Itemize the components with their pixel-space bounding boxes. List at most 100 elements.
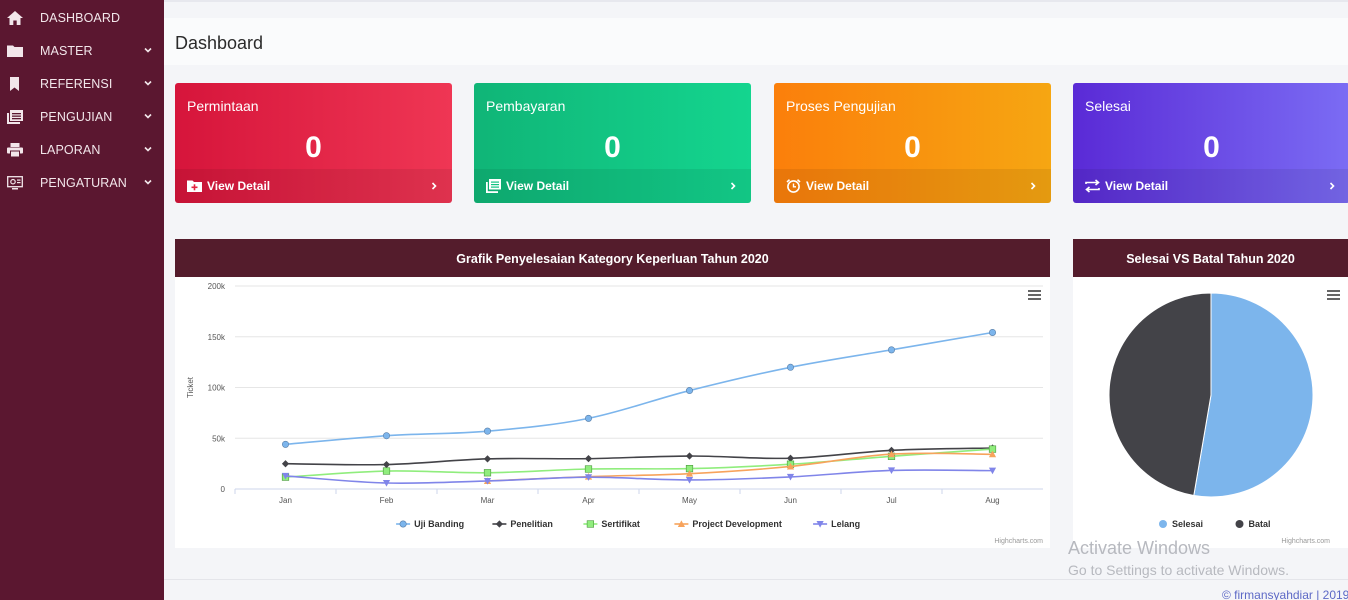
legend-label[interactable]: Uji Banding bbox=[414, 519, 464, 529]
card-view-detail-link[interactable]: View Detail bbox=[1073, 169, 1348, 203]
card-link-label[interactable]: View Detail bbox=[806, 179, 870, 193]
legend-marker[interactable] bbox=[586, 520, 595, 528]
data-point-uji-banding[interactable] bbox=[887, 346, 895, 354]
legend-label[interactable]: Batal bbox=[1249, 519, 1271, 529]
legend-label[interactable]: Lelang bbox=[831, 519, 860, 529]
x-tick-label: Aug bbox=[985, 496, 999, 505]
y-tick-label: 50k bbox=[212, 434, 226, 443]
series-line-sertifikat[interactable] bbox=[285, 448, 993, 478]
data-point-lelang[interactable] bbox=[483, 477, 492, 485]
legend-label[interactable]: Project Development bbox=[692, 519, 782, 529]
data-point-penelitian[interactable] bbox=[281, 460, 290, 468]
legend-item-uji-banding[interactable]: Uji Banding bbox=[396, 519, 464, 529]
data-point-uji-banding[interactable] bbox=[483, 427, 491, 435]
page-header: Dashboard bbox=[164, 18, 1348, 65]
data-point-lelang[interactable] bbox=[382, 480, 391, 487]
data-point-project-development[interactable] bbox=[786, 462, 795, 470]
sidebar-item-label: DASHBOARD bbox=[40, 10, 121, 25]
legend-item-selesai[interactable]: Selesai bbox=[1159, 519, 1203, 529]
series-lelang bbox=[281, 467, 997, 487]
data-point-penelitian[interactable] bbox=[887, 446, 896, 454]
data-point-uji-banding[interactable] bbox=[282, 440, 290, 448]
chart-menu-icon[interactable] bbox=[1028, 290, 1041, 300]
legend-item-project-development[interactable]: Project Development bbox=[674, 519, 782, 529]
data-point-lelang[interactable] bbox=[786, 473, 795, 481]
chart-credits[interactable]: Highcharts.com bbox=[1281, 538, 1330, 545]
legend-item-batal[interactable]: Batal bbox=[1235, 519, 1271, 529]
chevron-down-icon[interactable] bbox=[144, 79, 152, 87]
sidebar-item-referensi[interactable]: REFERENSI bbox=[0, 67, 164, 100]
data-point-uji-banding[interactable] bbox=[786, 363, 794, 371]
data-point-lelang[interactable] bbox=[584, 474, 593, 481]
documents-icon bbox=[486, 179, 501, 193]
footer-copyright[interactable]: © firmansyahdiar | 2019 bbox=[1222, 588, 1348, 600]
sidebar-item-pengujian[interactable]: PENGUJIAN bbox=[0, 100, 164, 133]
y-tick-label: 0 bbox=[221, 485, 226, 494]
legend-marker[interactable] bbox=[495, 520, 503, 528]
data-point-uji-banding[interactable] bbox=[685, 387, 693, 395]
data-point-uji-banding[interactable] bbox=[383, 432, 391, 440]
sidebar-item-pengaturan[interactable]: PENGATURAN bbox=[0, 166, 164, 199]
chevron-right-icon bbox=[1329, 182, 1335, 190]
data-point-project-development[interactable] bbox=[685, 470, 694, 477]
sidebar-item-dashboard[interactable]: DASHBOARD bbox=[0, 1, 164, 34]
legend-label[interactable]: Sertifikat bbox=[601, 519, 640, 529]
series-uji-banding bbox=[282, 328, 996, 448]
footer-divider bbox=[164, 579, 1348, 580]
data-point-project-development[interactable] bbox=[988, 450, 997, 458]
data-point-penelitian[interactable] bbox=[483, 455, 492, 463]
chart-menu-icon[interactable] bbox=[1327, 290, 1340, 300]
data-point-sertifikat[interactable] bbox=[382, 467, 391, 475]
card-label: Selesai bbox=[1085, 98, 1131, 114]
series-line-lelang[interactable] bbox=[285, 469, 993, 485]
data-point-project-development[interactable] bbox=[887, 450, 896, 458]
pie-slice-selesai[interactable] bbox=[1193, 292, 1314, 498]
pie-slice-batal[interactable] bbox=[1108, 292, 1212, 497]
series-line-uji-banding[interactable] bbox=[285, 331, 993, 446]
sidebar-item-laporan[interactable]: LAPORAN bbox=[0, 133, 164, 166]
chevron-down-icon[interactable] bbox=[144, 178, 152, 186]
pie-chart-title: Selesai VS Batal Tahun 2020 bbox=[1073, 239, 1348, 277]
chevron-right-icon bbox=[730, 182, 736, 190]
card-view-detail-link[interactable]: View Detail bbox=[175, 169, 452, 203]
y-axis-label: Ticket bbox=[186, 376, 195, 398]
card-link-label[interactable]: View Detail bbox=[1105, 179, 1169, 193]
data-point-penelitian[interactable] bbox=[382, 460, 391, 469]
data-point-uji-banding[interactable] bbox=[584, 414, 592, 422]
card-link-label[interactable]: View Detail bbox=[207, 179, 271, 193]
card-link-label[interactable]: View Detail bbox=[506, 179, 570, 193]
legend-item-penelitian[interactable]: Penelitian bbox=[492, 519, 553, 529]
legend-item-lelang[interactable]: Lelang bbox=[813, 519, 860, 529]
chart-credits[interactable]: Highcharts.com bbox=[994, 538, 1043, 545]
legend-marker[interactable] bbox=[399, 520, 407, 528]
pie-chart-panel: Selesai VS Batal Tahun 2020 Selesai Batal… bbox=[1073, 239, 1348, 548]
data-point-lelang[interactable] bbox=[281, 472, 290, 480]
data-point-uji-banding[interactable] bbox=[988, 328, 996, 336]
legend-marker[interactable] bbox=[816, 521, 824, 528]
legend-item-sertifikat[interactable]: Sertifikat bbox=[583, 519, 640, 529]
card-view-detail-link[interactable]: View Detail bbox=[774, 169, 1051, 203]
data-point-penelitian[interactable] bbox=[786, 454, 795, 462]
legend-marker bbox=[1235, 520, 1244, 528]
card-permintaan: Permintaan 0 View Detail bbox=[175, 83, 452, 203]
data-point-penelitian[interactable] bbox=[584, 455, 593, 463]
top-divider bbox=[164, 0, 1348, 2]
sidebar-item-master[interactable]: MASTER bbox=[0, 34, 164, 67]
data-point-lelang[interactable] bbox=[988, 467, 997, 475]
data-point-lelang[interactable] bbox=[887, 467, 896, 475]
card-selesai: Selesai 0 View Detail bbox=[1073, 83, 1348, 203]
data-point-penelitian[interactable] bbox=[685, 452, 694, 460]
card-view-detail-link[interactable]: View Detail bbox=[474, 169, 751, 203]
card-label: Permintaan bbox=[187, 98, 259, 114]
legend-label[interactable]: Selesai bbox=[1172, 519, 1203, 529]
chevron-down-icon[interactable] bbox=[144, 46, 152, 54]
data-point-sertifikat[interactable] bbox=[584, 465, 593, 473]
data-point-sertifikat[interactable] bbox=[483, 469, 492, 477]
list-icon bbox=[7, 109, 23, 124]
series-line-penelitian[interactable] bbox=[285, 447, 993, 466]
chevron-down-icon[interactable] bbox=[144, 112, 152, 120]
legend-label[interactable]: Penelitian bbox=[510, 519, 553, 529]
data-point-lelang[interactable] bbox=[685, 476, 694, 484]
legend-marker[interactable] bbox=[677, 520, 685, 527]
chevron-down-icon[interactable] bbox=[144, 145, 152, 153]
